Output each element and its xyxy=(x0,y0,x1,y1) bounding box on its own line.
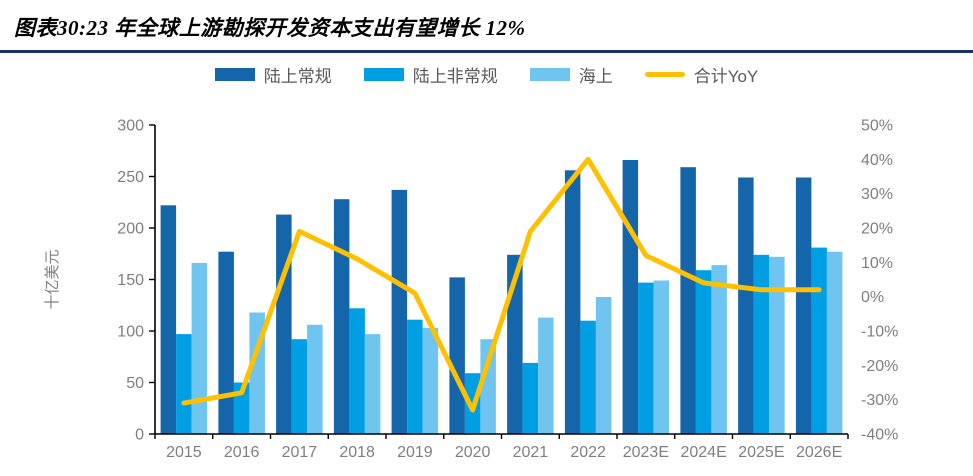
svg-text:2020: 2020 xyxy=(455,444,491,461)
svg-text:100: 100 xyxy=(117,324,144,341)
left-axis-labels: 300 250 200 150 100 50 0 xyxy=(117,118,144,444)
svg-text:10%: 10% xyxy=(861,255,893,272)
axes xyxy=(149,124,849,439)
legend-label-offshore: 海上 xyxy=(578,66,613,86)
svg-text:0: 0 xyxy=(135,427,144,444)
right-axis-labels: 50% 40% 30% 20% 10% 0% -10% -20% -30% -40% xyxy=(861,118,898,444)
svg-text:250: 250 xyxy=(117,169,144,186)
left-axis-title: 十亿美元 xyxy=(44,249,61,309)
legend-swatch-total-yoy xyxy=(644,71,685,77)
title-rule xyxy=(0,50,973,53)
svg-text:50: 50 xyxy=(126,375,144,392)
legend-label-total-yoy: 合计YoY xyxy=(693,66,759,86)
svg-text:2021: 2021 xyxy=(513,444,549,461)
svg-text:2018: 2018 xyxy=(339,444,375,461)
legend-item-onshore-conventional: 陆上常规 xyxy=(214,62,332,87)
yoy-line xyxy=(181,156,822,413)
svg-text:2016: 2016 xyxy=(224,444,260,461)
bars-onshore-unconventional xyxy=(176,247,827,434)
svg-text:30%: 30% xyxy=(861,186,893,203)
svg-text:2015: 2015 xyxy=(166,444,202,461)
svg-text:40%: 40% xyxy=(861,152,893,169)
svg-text:200: 200 xyxy=(117,221,144,238)
svg-text:2025E: 2025E xyxy=(738,444,784,461)
svg-text:-20%: -20% xyxy=(861,358,898,375)
legend-item-total-yoy: 合计YoY xyxy=(644,62,759,87)
legend-item-offshore: 海上 xyxy=(529,62,613,87)
svg-text:50%: 50% xyxy=(861,118,893,135)
figure-title: 图表30:23 年全球上游勘探开发资本支出有望增长 12% xyxy=(14,16,526,40)
svg-text:2026E: 2026E xyxy=(796,444,842,461)
bars-onshore-conventional xyxy=(160,160,812,435)
svg-text:2017: 2017 xyxy=(282,444,318,461)
x-axis-labels: 2015 2016 2017 2018 2019 2020 2021 2022 2023E 202… xyxy=(166,444,842,461)
legend-label-onshore-conventional: 陆上常规 xyxy=(263,66,332,86)
legend-swatch-onshore-conventional xyxy=(214,67,255,81)
chart-canvas: 300 250 200 150 100 50 0 50% 40% 30% 20% 10% 0% -10% -… xyxy=(44,118,898,462)
legend-swatch-onshore-unconventional xyxy=(363,67,404,81)
svg-text:300: 300 xyxy=(117,118,144,135)
svg-text:2023E: 2023E xyxy=(623,444,669,461)
svg-text:2022: 2022 xyxy=(570,444,606,461)
legend-item-onshore-unconventional: 陆上非常规 xyxy=(363,62,498,87)
svg-text:-30%: -30% xyxy=(861,392,898,409)
chart-legend: 陆上常规 陆上非常规 海上 合计YoY xyxy=(0,53,973,95)
svg-text:-10%: -10% xyxy=(861,324,898,341)
svg-text:2019: 2019 xyxy=(397,444,433,461)
svg-text:2024E: 2024E xyxy=(680,444,726,461)
svg-text:150: 150 xyxy=(117,272,144,289)
svg-text:-40%: -40% xyxy=(861,427,898,444)
svg-text:20%: 20% xyxy=(861,221,893,238)
legend-label-onshore-unconventional: 陆上非常规 xyxy=(412,66,498,86)
svg-text:0%: 0% xyxy=(861,289,884,306)
svg-text:十亿美元: 十亿美元 xyxy=(44,249,61,309)
legend-swatch-offshore xyxy=(529,67,570,81)
